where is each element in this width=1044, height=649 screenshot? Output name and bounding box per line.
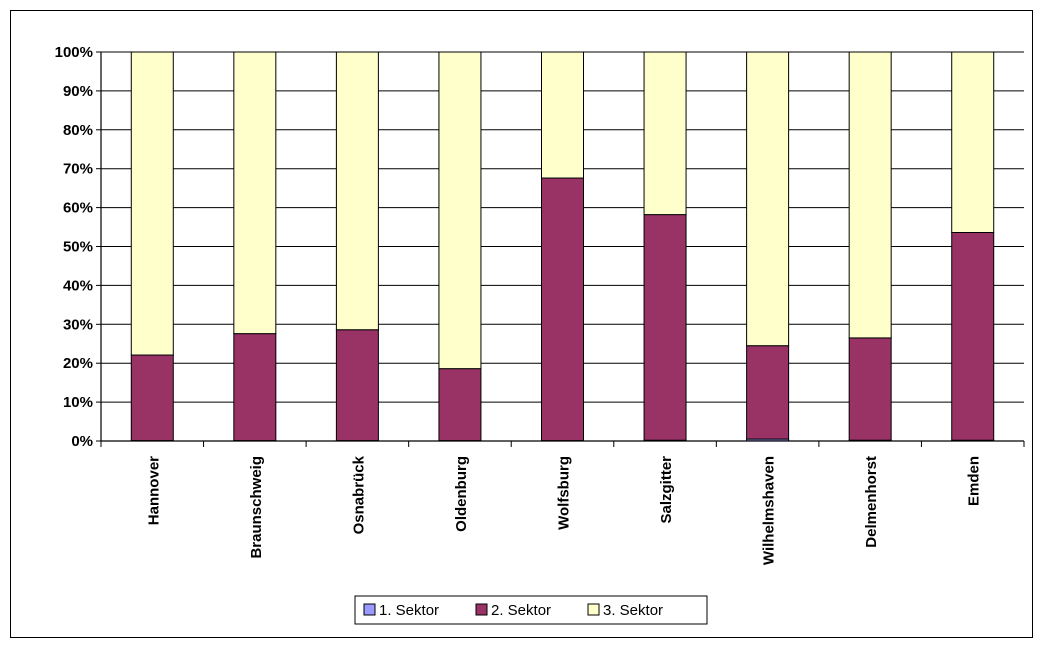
bar-segment-3	[746, 51, 790, 347]
legend-swatch	[363, 603, 376, 616]
x-tick-label: Oldenburg	[453, 456, 470, 532]
plot-area: 0% 10% 20% 30% 40% 50% 60% 70% 80% 90% 100% Hannove…	[55, 44, 1025, 565]
y-tick-label: 40%	[63, 277, 93, 294]
x-tick-label: Delmenhorst	[863, 456, 880, 548]
bar-segment-2	[746, 345, 790, 440]
x-tick-label: Osnabrück	[350, 455, 367, 534]
y-tick-label: 50%	[63, 239, 93, 256]
legend-label: 2. Sektor	[491, 602, 551, 619]
bar-segment-3	[335, 51, 379, 331]
legend-label: 1. Sektor	[379, 602, 439, 619]
x-tick-label: Braunschweig	[248, 456, 265, 559]
bar-segment-3	[951, 51, 995, 233]
legend-swatch	[587, 603, 600, 616]
legend-label: 3. Sektor	[603, 602, 663, 619]
x-tick-label: Hannover	[145, 456, 162, 525]
y-tick-label: 100%	[55, 44, 93, 61]
bar-segment-3	[541, 51, 584, 179]
y-tick-label: 80%	[63, 122, 93, 139]
bar-segment-3	[643, 51, 687, 216]
y-tick-label: 0%	[71, 433, 93, 450]
bar-segment-2	[643, 214, 687, 441]
legend: 1. Sektor 2. Sektor 3. Sektor	[354, 595, 708, 625]
y-tick-label: 90%	[63, 83, 93, 100]
y-tick-label: 70%	[63, 161, 93, 178]
y-tick-label: 20%	[63, 355, 93, 372]
bar-segment-3	[848, 51, 892, 339]
bar-segment-2	[541, 177, 584, 442]
bar-segment-3	[233, 51, 277, 335]
x-tick-label: Salzgitter	[658, 456, 675, 524]
bar-segment-2	[335, 329, 379, 442]
y-tick-label: 10%	[63, 394, 93, 411]
y-tick-label: 60%	[63, 200, 93, 217]
bar-segment-3	[438, 51, 482, 370]
x-tick-label: Wilhelmshaven	[761, 456, 778, 565]
legend-swatch	[475, 603, 488, 616]
y-tick-label: 30%	[63, 316, 93, 333]
legend-box	[354, 595, 708, 625]
bar-segment-2	[130, 354, 174, 442]
bar-segment-2	[233, 333, 277, 442]
bar-segment-2	[848, 337, 892, 441]
x-tick-label: Emden	[966, 456, 983, 506]
bar-segment-2	[951, 231, 995, 441]
x-tick-label: Wolfsburg	[556, 456, 573, 530]
bar-segment-3	[130, 51, 174, 356]
bar-segment-2	[438, 368, 482, 442]
